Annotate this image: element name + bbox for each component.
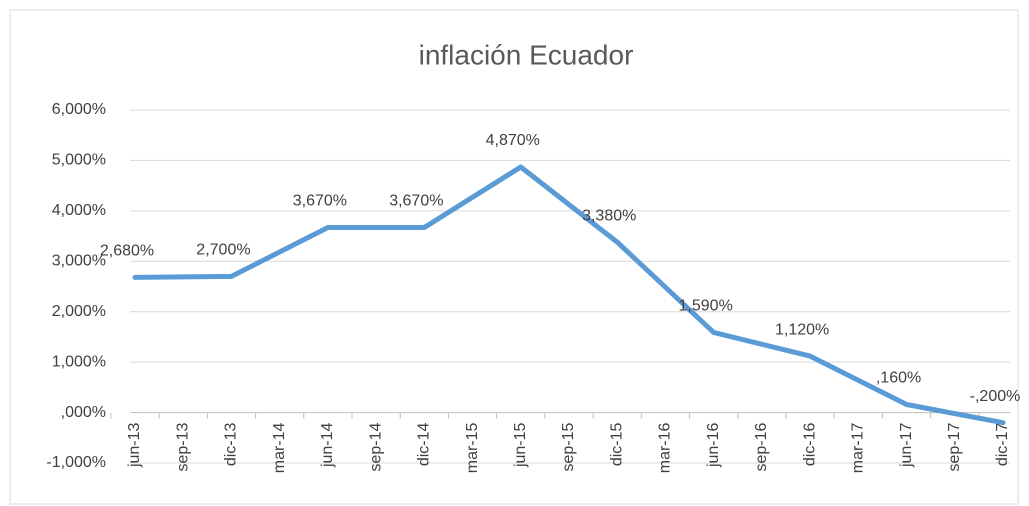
x-tick-label: mar-16	[657, 422, 674, 473]
y-tick-label: 5,000%	[52, 152, 106, 169]
data-label: 1,120%	[775, 321, 829, 338]
x-tick-label: jun-16	[705, 422, 722, 468]
x-tick-label: jun-15	[512, 422, 529, 468]
x-tick-label: sep-17	[946, 422, 963, 471]
chart-title: inflación Ecuador	[419, 39, 634, 70]
x-tick-label: mar-17	[850, 422, 867, 473]
x-tick-label: jun-17	[898, 422, 915, 468]
x-tick-label: sep-16	[753, 422, 770, 471]
y-tick-label: 1,000%	[52, 353, 106, 370]
data-label: 1,590%	[679, 298, 733, 315]
y-tick-label: 6,000%	[52, 101, 106, 118]
x-tick-label: dic-13	[223, 422, 240, 466]
x-tick-label: jun-14	[319, 422, 336, 468]
y-tick-label: ,000%	[61, 404, 106, 421]
y-tick-label: 4,000%	[52, 202, 106, 219]
x-tick-label: dic-14	[416, 422, 433, 466]
line-series	[132, 164, 1006, 426]
y-tick-label: 2,000%	[52, 303, 106, 320]
x-tick-label: jun-13	[126, 422, 143, 468]
x-tick-label: sep-14	[367, 422, 384, 471]
data-label: 4,870%	[486, 132, 540, 149]
x-tick-label: mar-15	[464, 422, 481, 473]
data-label: 3,670%	[389, 193, 443, 210]
x-tick-label: dic-17	[994, 422, 1011, 466]
x-tick-label: sep-13	[174, 422, 191, 471]
data-label: 3,380%	[582, 207, 636, 224]
data-label: 2,700%	[196, 242, 250, 259]
data-label: -,200%	[970, 388, 1021, 405]
x-tick-label: dic-15	[608, 422, 625, 466]
x-tick-label: sep-15	[560, 422, 577, 471]
data-label: ,160%	[876, 370, 921, 387]
data-label: 2,680%	[100, 243, 154, 260]
x-tick-label: mar-14	[271, 422, 288, 473]
x-tick-label: dic-16	[801, 422, 818, 466]
chart-frame	[9, 9, 1019, 505]
y-tick-label: -1,000%	[46, 454, 106, 471]
data-label: 3,670%	[293, 193, 347, 210]
y-tick-label: 3,000%	[52, 253, 106, 270]
